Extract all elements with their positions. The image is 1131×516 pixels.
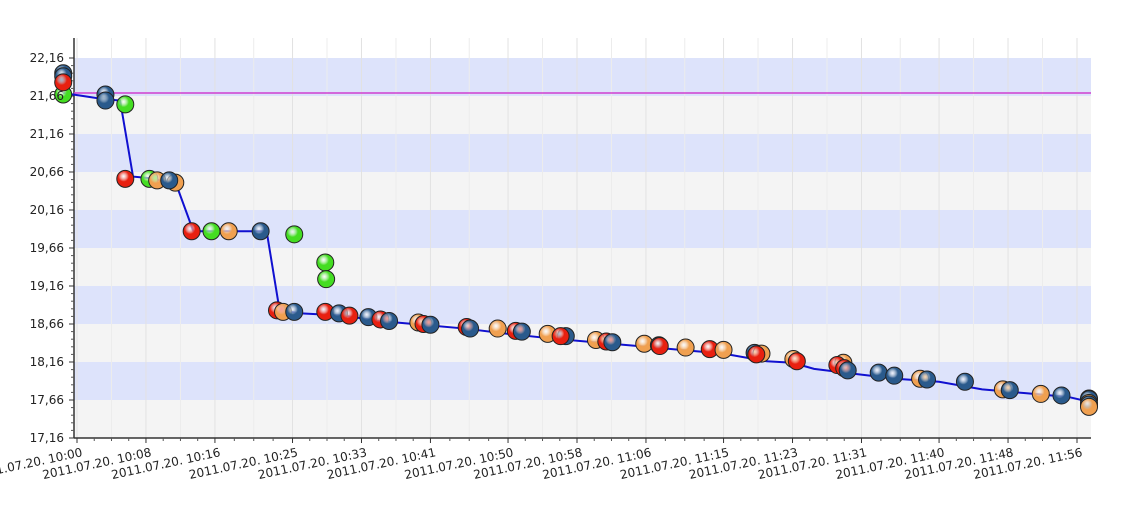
background-band [74, 210, 1091, 248]
y-tick-label: 17,16 [30, 431, 64, 445]
data-point-green [116, 95, 135, 114]
data-point-blue [838, 361, 857, 380]
data-point-orange [488, 319, 507, 338]
data-point-blue [603, 333, 622, 352]
data-point-orange [219, 222, 238, 241]
data-point-blue [285, 302, 304, 321]
data-point-blue [885, 366, 904, 385]
axes [69, 38, 1091, 443]
data-point-blue [955, 372, 974, 391]
data-point-green [285, 225, 304, 244]
data-point-blue [251, 222, 270, 241]
y-tick-label: 17,66 [30, 393, 64, 407]
background-band [74, 134, 1091, 172]
data-point-red [787, 352, 806, 371]
data-point-blue [1052, 386, 1071, 405]
background-band [74, 248, 1091, 286]
y-tick-label: 20,16 [30, 203, 64, 217]
data-point-blue [421, 315, 440, 334]
vertical-grid [76, 38, 1078, 438]
data-point-blue [869, 363, 888, 382]
data-point-orange [1080, 397, 1098, 416]
data-point-green [317, 270, 336, 289]
data-point-red [340, 306, 359, 325]
background-band [74, 96, 1091, 134]
data-point-orange [676, 338, 695, 357]
data-point-green [202, 222, 221, 241]
data-point-red [650, 337, 669, 356]
background-bands [74, 58, 1091, 438]
data-point-blue [512, 322, 531, 341]
data-point-red [747, 345, 766, 364]
background-band [74, 286, 1091, 324]
data-point-blue [1000, 381, 1019, 400]
background-band [74, 58, 1091, 96]
y-tick-label: 21,16 [30, 127, 64, 141]
background-band [74, 324, 1091, 362]
background-band [74, 172, 1091, 210]
y-tick-label: 18,16 [30, 355, 64, 369]
y-tick-labels: 22,16 21,66 21,16 20,66 20,16 19,66 19,16 18,66… [30, 51, 64, 445]
data-point-blue [918, 370, 936, 389]
y-tick-label: 18,66 [30, 317, 64, 331]
y-tick-label: 19,16 [30, 279, 64, 293]
data-point-red [54, 73, 73, 92]
data-point-blue [160, 171, 179, 190]
data-point-orange [1031, 384, 1050, 403]
y-tick-label: 21,66 [30, 89, 64, 103]
background-band [74, 400, 1091, 438]
data-point-orange [714, 340, 733, 359]
data-point-red [182, 222, 201, 241]
data-point-red [116, 169, 135, 188]
data-point-blue [380, 311, 399, 330]
y-tick-label: 20,66 [30, 165, 64, 179]
data-point-blue [461, 319, 480, 338]
data-point-red [551, 327, 570, 346]
data-points [54, 64, 1098, 416]
data-point-green [316, 253, 335, 272]
y-tick-label: 19,66 [30, 241, 64, 255]
y-tick-label: 22,16 [30, 51, 64, 65]
data-point-blue [96, 91, 115, 110]
